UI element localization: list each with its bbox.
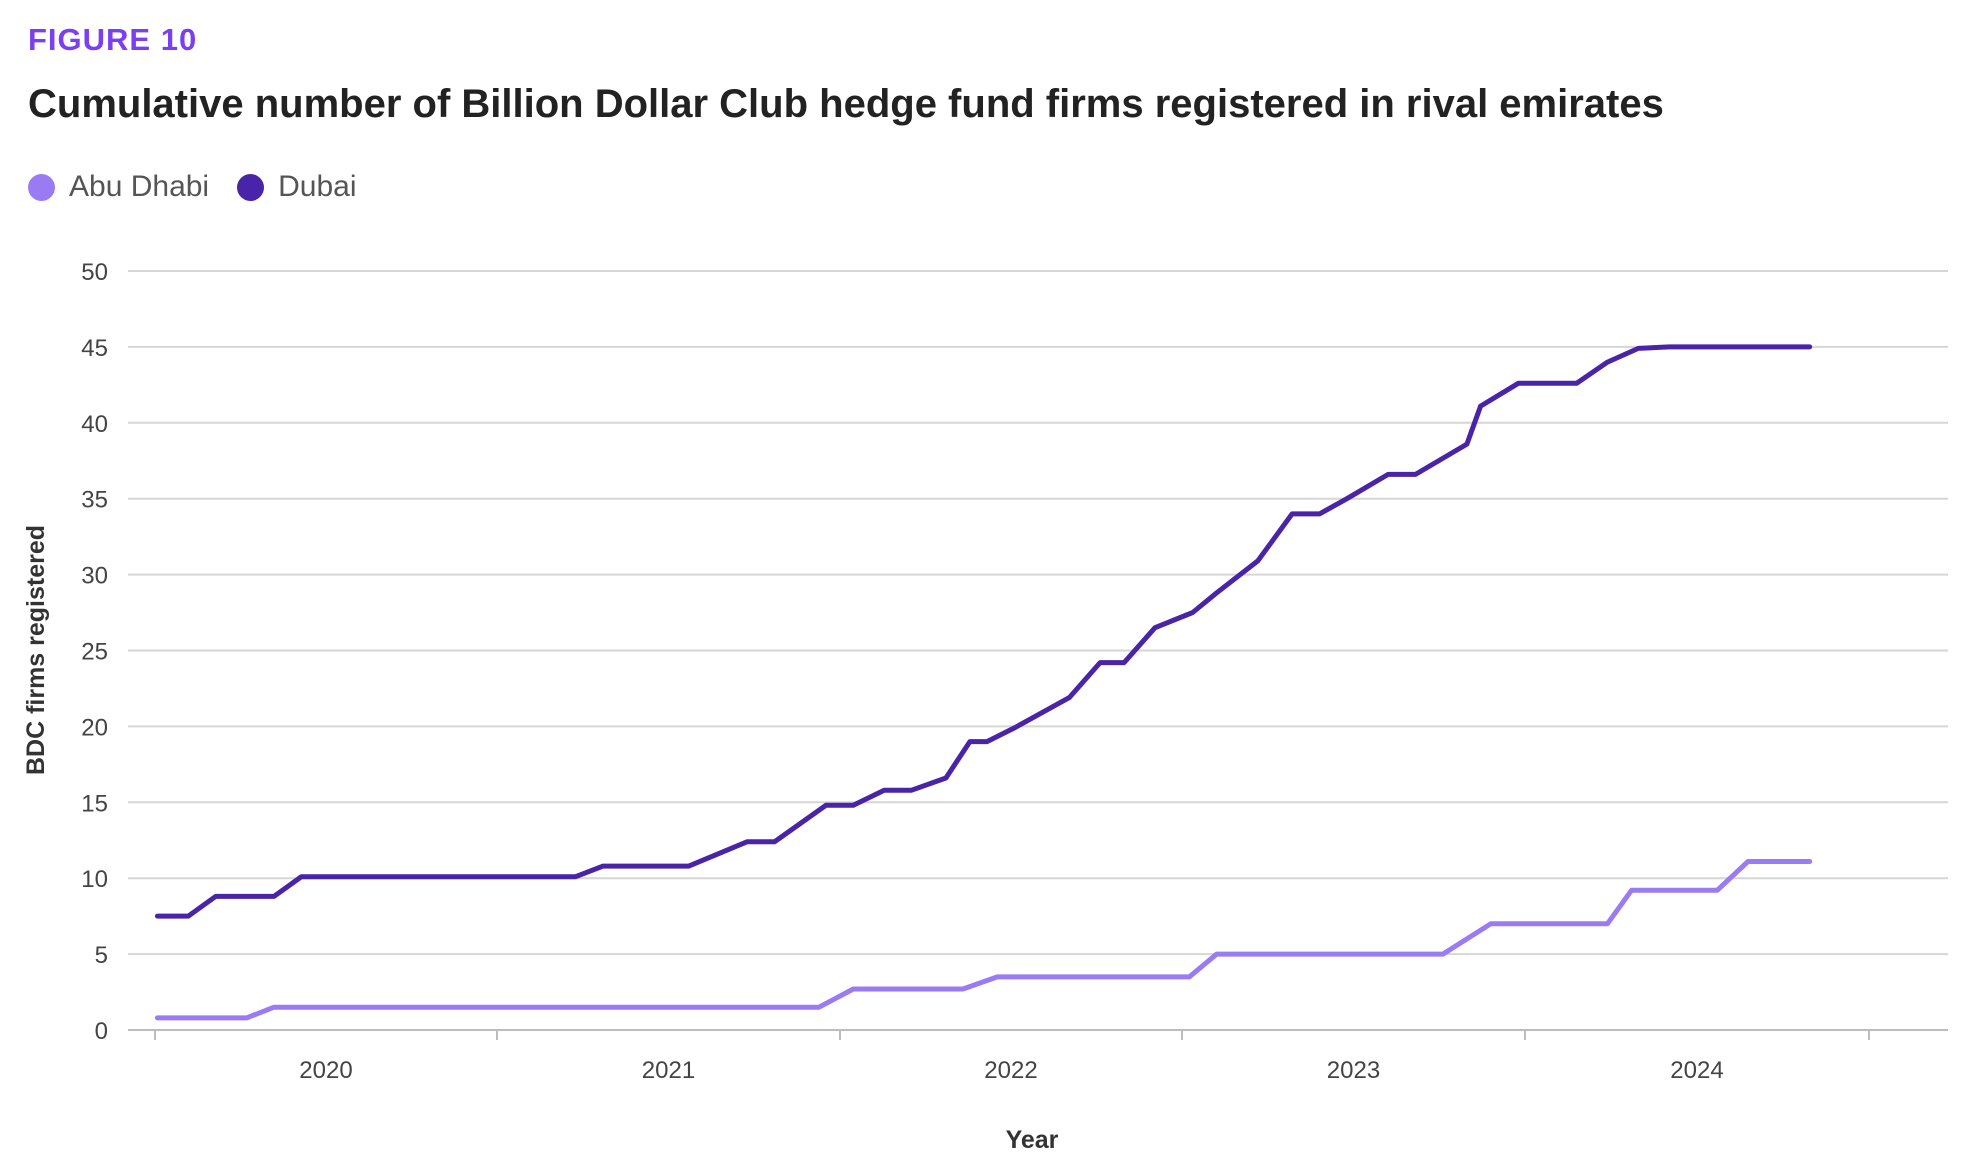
series-line-dubai[interactable] bbox=[154, 344, 1813, 919]
legend-label-abu-dhabi: Abu Dhabi bbox=[69, 170, 210, 203]
y-tick-label: 35 bbox=[81, 487, 108, 514]
y-tick-label: 10 bbox=[81, 866, 108, 893]
legend-swatch-abu-dhabi bbox=[28, 173, 55, 201]
y-tick-label: 20 bbox=[81, 714, 108, 741]
legend: Abu Dhabi Dubai bbox=[28, 170, 385, 204]
y-tick-label: 50 bbox=[81, 259, 108, 286]
x-tick-label: 2021 bbox=[642, 1057, 695, 1084]
y-tick-label: 30 bbox=[81, 563, 108, 590]
x-axis: 2020 2021 2022 2023 2024 bbox=[154, 1030, 1870, 1084]
series-layer bbox=[154, 344, 1813, 1021]
y-tick-label: 15 bbox=[81, 790, 108, 817]
y-tick-label: 45 bbox=[81, 335, 108, 362]
y-tick-label: 25 bbox=[81, 639, 108, 666]
x-tick-label: 2024 bbox=[1670, 1057, 1723, 1084]
x-tick-label: 2023 bbox=[1327, 1057, 1380, 1084]
legend-label-dubai: Dubai bbox=[278, 170, 357, 203]
legend-item-abu-dhabi[interactable]: Abu Dhabi bbox=[28, 170, 209, 204]
y-tick-label: 0 bbox=[95, 1018, 108, 1045]
x-tick-label: 2020 bbox=[299, 1057, 352, 1084]
y-axis-ticks: 0 5 10 15 20 25 30 35 40 45 50 bbox=[81, 259, 108, 1045]
y-axis-title: BDC firms registered bbox=[22, 525, 50, 775]
x-tick-label: 2022 bbox=[984, 1057, 1037, 1084]
y-tick-label: 5 bbox=[95, 942, 108, 969]
figure-label: FIGURE 10 bbox=[28, 22, 198, 57]
x-axis-title: Year bbox=[1006, 1126, 1059, 1154]
y-tick-label: 40 bbox=[81, 411, 108, 438]
chart-title: Cumulative number of Billion Dollar Club… bbox=[28, 82, 1664, 126]
series-line-abu-dhabi[interactable] bbox=[154, 859, 1813, 1021]
grid-lines bbox=[128, 270, 1948, 1031]
legend-swatch-dubai bbox=[237, 173, 265, 201]
legend-item-dubai[interactable]: Dubai bbox=[237, 170, 357, 204]
